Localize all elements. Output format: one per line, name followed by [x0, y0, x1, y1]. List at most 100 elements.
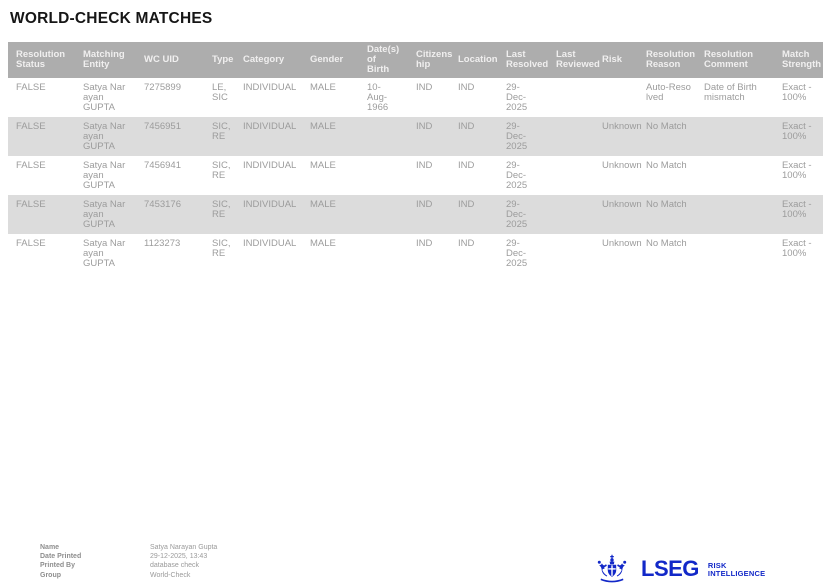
table-cell: Exact - 100%: [774, 117, 823, 156]
table-cell: 29- Dec-2025: [498, 195, 548, 234]
table-cell: IND: [458, 82, 475, 93]
table-cell: [696, 195, 774, 234]
table-cell: 29- Dec-2025: [498, 117, 548, 156]
table-cell: MALE: [310, 82, 336, 93]
table-cell: 7456941: [144, 160, 181, 171]
column-header: Citizens hip: [408, 42, 452, 78]
table-cell: IND: [458, 160, 475, 171]
print-info-row: Date Printed 29-12-2025, 13:43: [40, 552, 217, 561]
lseg-tagline-line1: RISK: [707, 560, 727, 570]
table-header-row: Resolution Status Matching Entity WC UID Ty…: [8, 42, 823, 78]
table-cell: IND: [450, 117, 498, 156]
table-row: FALSE Satya Nar ayan GUPTA 7456951 SIC, RE I…: [8, 117, 823, 156]
table-cell: LE, SIC: [212, 82, 228, 103]
column-header: Gender: [302, 42, 359, 78]
table-cell: IND: [458, 238, 475, 249]
print-info-label: Group: [40, 571, 61, 579]
lseg-wordmark: LSEG: [641, 556, 699, 581]
matches-table-container: Resolution Status Matching Entity WC UID Ty…: [8, 42, 823, 273]
table-cell: IND: [408, 117, 450, 156]
column-header: Last Reviewed: [548, 42, 600, 78]
table-row: FALSE Satya Nar ayan GUPTA 7453176 SIC, RE I…: [8, 195, 823, 234]
column-header: WC UID: [136, 42, 204, 78]
table-cell: SIC, RE: [204, 195, 235, 234]
table-cell: Unknown: [594, 195, 642, 234]
print-info-label: Name: [40, 544, 60, 551]
print-info-value: World-Check: [150, 571, 191, 579]
table-cell: [548, 117, 594, 156]
table-cell: FALSE: [16, 82, 46, 93]
table-cell: 29- Dec-2025: [506, 238, 528, 269]
table-cell: INDIVIDUAL: [243, 238, 297, 249]
table-cell: Unknown: [602, 160, 642, 171]
table-cell: IND: [408, 195, 450, 234]
table-cell: Satya Nar ayan GUPTA: [83, 82, 126, 113]
table-cell: Exact - 100%: [782, 238, 812, 259]
table-cell: SIC, RE: [212, 238, 231, 259]
print-info-label: Printed By: [40, 562, 76, 570]
lseg-tagline: RISK INTELLIGENCE: [708, 560, 765, 579]
page-title: WORLD-CHECK MATCHES: [10, 10, 213, 27]
table-cell: No Match: [646, 160, 687, 171]
table-cell: [548, 195, 594, 234]
print-info-value: 29-12-2025, 13:43: [150, 553, 208, 561]
table-cell: Exact - 100%: [774, 195, 823, 234]
table-row: FALSE Satya Nar ayan GUPTA 1123273 SIC, RE I…: [8, 234, 823, 273]
table-cell: Satya Nar ayan GUPTA: [83, 238, 126, 269]
table-body: FALSE Satya Nar ayan GUPTA 7275899 LE, SIC I…: [8, 78, 823, 273]
column-header: Date(s) of Birth: [359, 42, 408, 78]
table-row: FALSE Satya Nar ayan GUPTA 7275899 LE, SIC I…: [8, 78, 823, 117]
column-header: Risk: [594, 42, 638, 78]
table-cell: [696, 156, 774, 195]
table-cell: IND: [416, 160, 433, 171]
table-cell: No Match: [638, 195, 696, 234]
table-cell: INDIVIDUAL: [243, 160, 297, 171]
table-cell: 29- Dec-2025: [506, 82, 528, 113]
print-info: Name Satya Narayan Gupta Date Printed 29-12…: [40, 543, 217, 580]
column-header: Matching Entity: [75, 42, 136, 78]
table-cell: [594, 78, 638, 117]
table-cell: IND: [450, 195, 498, 234]
table-cell: 7453176: [136, 195, 204, 234]
table-cell: Satya Nar ayan GUPTA: [75, 117, 136, 156]
table-cell: FALSE: [16, 160, 46, 171]
lseg-logo: LSEG RISK INTELLIGENCE: [592, 554, 765, 584]
column-header: Resolution Comment: [696, 42, 774, 78]
table-cell: Auto-Reso lved: [646, 82, 691, 103]
table-cell: [548, 156, 594, 195]
column-header: Category: [235, 42, 302, 78]
column-header: Resolution Status: [8, 42, 75, 78]
table-cell: INDIVIDUAL: [235, 117, 302, 156]
table-cell: [548, 234, 594, 273]
table-cell: 7275899: [144, 82, 181, 93]
print-info-row: Group World-Check: [40, 571, 217, 580]
table-cell: INDIVIDUAL: [243, 82, 297, 93]
table-cell: IND: [416, 238, 433, 249]
table-cell: 10- Aug-1966: [367, 82, 389, 113]
table-cell: [359, 117, 408, 156]
print-info-label: Date Printed: [40, 553, 82, 561]
column-header: Location: [450, 42, 498, 78]
table-cell: INDIVIDUAL: [235, 195, 302, 234]
table-cell: IND: [416, 82, 433, 93]
table-cell: MALE: [302, 117, 359, 156]
matches-table: Resolution Status Matching Entity WC UID Ty…: [8, 42, 823, 273]
print-info-row: Printed By database check: [40, 561, 217, 570]
table-cell: MALE: [302, 195, 359, 234]
lseg-crest-icon: [597, 554, 627, 583]
table-cell: Satya Nar ayan GUPTA: [83, 160, 126, 191]
table-cell: SIC, RE: [204, 117, 235, 156]
column-header: Resolution Reason: [638, 42, 696, 78]
print-info-row: Name Satya Narayan Gupta: [40, 543, 217, 552]
table-cell: [359, 234, 408, 273]
table-cell: SIC, RE: [212, 160, 231, 181]
table-cell: [548, 78, 594, 117]
table-cell: [359, 156, 408, 195]
column-header: Type: [204, 42, 235, 78]
lseg-tagline-line2: INTELLIGENCE: [707, 569, 766, 578]
print-info-value: database check: [150, 562, 200, 570]
column-header: Match Strength: [774, 42, 823, 78]
table-cell: MALE: [310, 160, 336, 171]
table-cell: [696, 234, 774, 273]
table-cell: FALSE: [16, 238, 46, 249]
